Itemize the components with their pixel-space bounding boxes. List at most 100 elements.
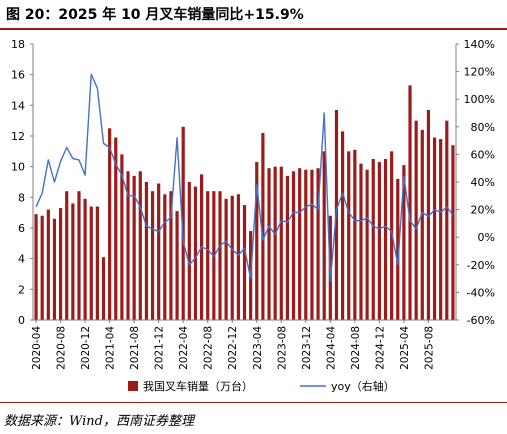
x-tick-label: 2021-12 [154, 326, 166, 370]
bar [65, 191, 69, 320]
x-tick-label: 2023-04 [252, 326, 264, 370]
bar [34, 214, 38, 320]
x-tick-label: 2025-04 [399, 326, 411, 370]
y-tick-label-left: 2 [18, 283, 25, 296]
y-tick-label-right: -60% [467, 314, 495, 327]
axes [30, 43, 459, 323]
bar [340, 131, 345, 320]
x-tick-label: 2024-04 [325, 326, 337, 370]
bar-series [34, 85, 455, 321]
figure-title: 图 20：2025 年 10 月叉车销量同比+15.9% [6, 7, 304, 23]
bar [108, 128, 112, 320]
bar [445, 120, 449, 320]
y-tick-label-right: 60% [471, 148, 495, 161]
bar [101, 257, 106, 320]
bar [426, 109, 431, 321]
bar [40, 215, 44, 320]
bottom-rule [0, 402, 507, 403]
bar [273, 166, 277, 320]
bar [316, 168, 320, 320]
bar [169, 191, 173, 320]
bar [371, 159, 375, 320]
bar [261, 132, 265, 320]
bar [230, 195, 234, 320]
y-tick-label-right: 120% [464, 66, 495, 79]
bar [46, 209, 50, 320]
y-tick-label-right: 80% [471, 121, 495, 134]
x-tick-label: 2025-08 [423, 326, 435, 370]
bar [322, 151, 326, 320]
bar [77, 191, 81, 320]
bar [310, 169, 314, 320]
x-tick-label: 2023-12 [301, 326, 313, 370]
bar [439, 139, 443, 320]
y-tick-label-right: 40% [471, 176, 495, 189]
bar [138, 171, 142, 320]
y-tick-label-left: 0 [18, 314, 25, 327]
bar [242, 205, 247, 320]
bar [181, 126, 185, 320]
bar [163, 194, 167, 320]
y-tick-label-right: -20% [467, 259, 495, 272]
legend-bar-label: 我国叉车销量（万台） [143, 379, 253, 393]
bar [157, 183, 161, 320]
bar [83, 198, 87, 320]
y-tick-label-left: 6 [18, 222, 25, 235]
legend-line-label: yoy（右轴） [331, 379, 395, 393]
line-series [35, 73, 454, 283]
bar [291, 171, 296, 320]
source-note: 数据来源：Wind，西南证券整理 [4, 414, 194, 429]
x-tick-label: 2024-12 [374, 326, 386, 370]
y-tick-label-left: 8 [18, 191, 25, 204]
bar [420, 129, 424, 320]
bar [175, 211, 179, 320]
bar [279, 166, 283, 320]
bar [377, 162, 381, 320]
x-tick-label: 2024-08 [350, 326, 362, 370]
bar [383, 159, 388, 320]
bar [58, 208, 63, 320]
bar [451, 145, 455, 320]
y-tick-label-left: 16 [11, 69, 25, 82]
bar [89, 206, 93, 320]
bar [224, 198, 228, 320]
y-tick-label-left: 18 [11, 38, 25, 51]
bar [365, 169, 369, 320]
x-tick-label: 2020-08 [56, 326, 68, 370]
legend: 我国叉车销量（万台） yoy（右轴） [128, 379, 395, 393]
x-tick-label: 2021-04 [105, 326, 117, 370]
y-tick-label-right: 140% [464, 38, 495, 51]
bar [52, 218, 57, 320]
bar [402, 165, 406, 320]
bar [304, 169, 308, 320]
bar [132, 175, 136, 320]
bar [218, 191, 222, 320]
bar [95, 206, 99, 320]
bar [408, 85, 412, 321]
bar [71, 203, 75, 320]
title-rule [0, 28, 507, 30]
bar [298, 168, 302, 320]
bar [236, 194, 240, 320]
chart-svg: 0 2 4 6 8 10 12 14 16 18 -60% -40% -20% 0% 20% 40% 60% 8… [11, 38, 495, 393]
bar [150, 191, 155, 320]
y-tick-label-left: 12 [11, 130, 25, 143]
y-tick-label-left: 10 [11, 161, 25, 174]
bar [432, 137, 437, 320]
bar [285, 175, 290, 320]
bar [126, 171, 130, 320]
bar [114, 137, 118, 320]
x-tick-label: 2020-12 [80, 326, 92, 370]
bar [390, 151, 394, 320]
bar [396, 178, 400, 320]
legend-bar-swatch [128, 381, 138, 391]
y-tick-label-right: 20% [471, 204, 495, 217]
bar [347, 151, 351, 320]
x-tick-label: 2021-08 [129, 326, 141, 370]
x-tick-label: 2022-04 [178, 326, 190, 370]
y-tick-label-left: 14 [11, 99, 25, 112]
bar [193, 186, 198, 320]
bar [206, 191, 210, 320]
bar [267, 168, 271, 320]
y-tick-labels-right: -60% -40% -20% 0% 20% 40% 60% 80% 100% 120% 140% [464, 38, 495, 327]
